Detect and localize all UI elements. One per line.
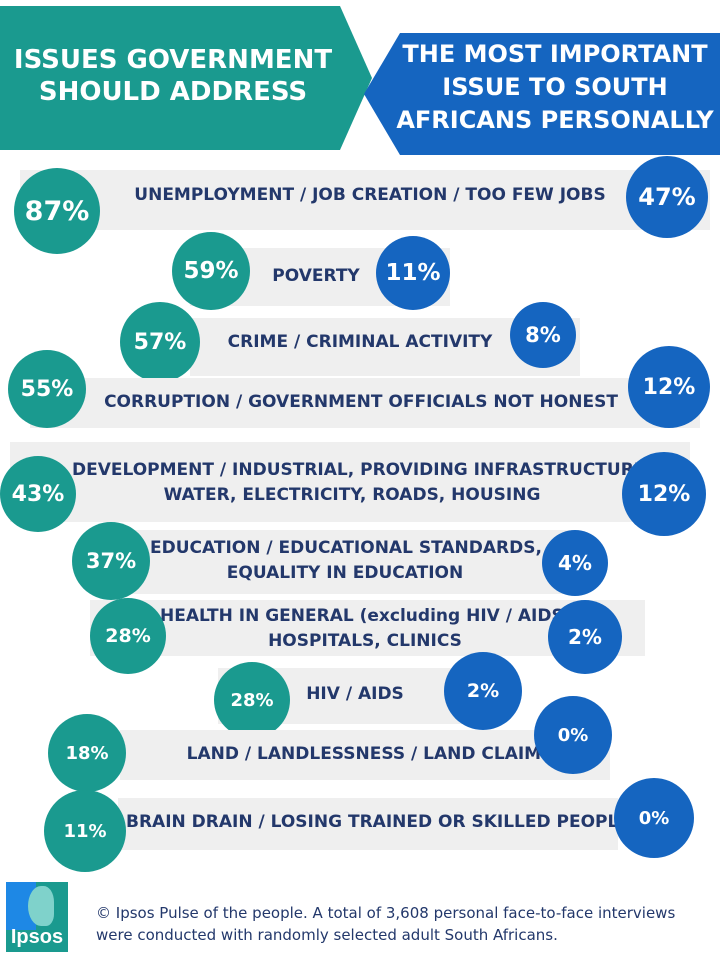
footer-line-1: © Ipsos Pulse of the people. A total of … (96, 904, 676, 922)
personal-percent-circle: 2% (548, 600, 622, 674)
row-band (118, 798, 618, 850)
row-band (10, 442, 690, 522)
personal-header-line-3: AFRICANS PERSONALLY (396, 106, 714, 134)
issue-label: HEALTH IN GENERAL (excluding HIV / AIDS)… (160, 604, 572, 654)
row-band (130, 530, 570, 594)
row-band (120, 730, 610, 780)
issue-label-line: HEALTH IN GENERAL (excluding HIV / AIDS) (160, 606, 572, 626)
footer-line-2: were conducted with randomly selected ad… (96, 926, 558, 944)
issue-label: HIV / AIDS (290, 682, 420, 707)
government-percent-circle: 43% (0, 456, 76, 532)
ipsos-logo: Ipsos (6, 882, 68, 952)
personal-percent-circle: 12% (628, 346, 710, 428)
issue-label: LAND / LANDLESSNESS / LAND CLAIMS (160, 742, 580, 767)
government-percent-circle: 18% (48, 714, 126, 792)
issue-label-line: HIV / AIDS (306, 684, 404, 704)
personal-percent-circle: 2% (444, 652, 522, 730)
footer-note: © Ipsos Pulse of the people. A total of … (96, 902, 716, 946)
issue-label-line: HOSPITALS, CLINICS (268, 631, 462, 651)
personal-percent-circle: 0% (614, 778, 694, 858)
government-percent-circle: 87% (14, 168, 100, 254)
personal-percent-circle: 11% (376, 236, 450, 310)
issue-label-line: LAND / LANDLESSNESS / LAND CLAIMS (186, 744, 554, 764)
issue-label: POVERTY (262, 264, 370, 289)
personal-header-line-1: THE MOST IMPORTANT (402, 40, 708, 68)
personal-header-banner (364, 33, 720, 155)
government-percent-circle: 11% (44, 790, 126, 872)
government-percent-circle: 55% (8, 350, 86, 428)
issue-label-line: EQUALITY IN EDUCATION (226, 563, 464, 583)
issue-label-line: UNEMPLOYMENT / JOB CREATION / TOO FEW JO… (134, 185, 606, 205)
government-header-title: ISSUES GOVERNMENT SHOULD ADDRESS (8, 44, 338, 108)
personal-percent-circle: 47% (626, 156, 708, 238)
logo-face-icon (28, 886, 54, 926)
issue-label: CORRUPTION / GOVERNMENT OFFICIALS NOT HO… (96, 390, 626, 415)
government-header-line-1: ISSUES GOVERNMENT (13, 45, 333, 75)
personal-header-title: THE MOST IMPORTANT ISSUE TO SOUTH AFRICA… (390, 38, 720, 137)
issue-label-line: WATER, ELECTRICITY, ROADS, HOUSING (163, 485, 541, 505)
government-percent-circle: 37% (72, 522, 150, 600)
issue-label-line: CORRUPTION / GOVERNMENT OFFICIALS NOT HO… (104, 392, 618, 412)
issue-label-line: EDUCATION / EDUCATIONAL STANDARDS, (150, 538, 542, 558)
issue-label: BRAIN DRAIN / LOSING TRAINED OR SKILLED … (126, 810, 637, 835)
government-header-line-2: SHOULD ADDRESS (38, 77, 308, 107)
government-header-banner (0, 6, 372, 150)
issue-label: UNEMPLOYMENT / JOB CREATION / TOO FEW JO… (110, 183, 630, 208)
row-band (20, 170, 710, 230)
personal-percent-circle: 0% (534, 696, 612, 774)
personal-header-line-2: ISSUE TO SOUTH (442, 73, 668, 101)
issue-label-line: BRAIN DRAIN / LOSING TRAINED OR SKILLED … (126, 812, 637, 832)
government-percent-circle: 28% (90, 598, 166, 674)
issue-label: EDUCATION / EDUCATIONAL STANDARDS, EQUALI… (150, 536, 542, 586)
issue-label-line: POVERTY (272, 266, 360, 286)
issue-label: CRIME / CRIMINAL ACTIVITY (210, 330, 510, 355)
personal-percent-circle: 4% (542, 530, 608, 596)
personal-percent-circle: 8% (510, 302, 576, 368)
government-percent-circle: 57% (120, 302, 200, 382)
issue-label-line: DEVELOPMENT / INDUSTRIAL, PROVIDING INFR… (72, 460, 652, 480)
logo-text: Ipsos (10, 926, 64, 948)
issue-label: DEVELOPMENT / INDUSTRIAL, PROVIDING INFR… (72, 458, 652, 508)
issue-label-line: CRIME / CRIMINAL ACTIVITY (227, 332, 493, 352)
government-percent-circle: 28% (214, 662, 290, 738)
government-percent-circle: 59% (172, 232, 250, 310)
row-band (30, 378, 700, 428)
personal-percent-circle: 12% (622, 452, 706, 536)
